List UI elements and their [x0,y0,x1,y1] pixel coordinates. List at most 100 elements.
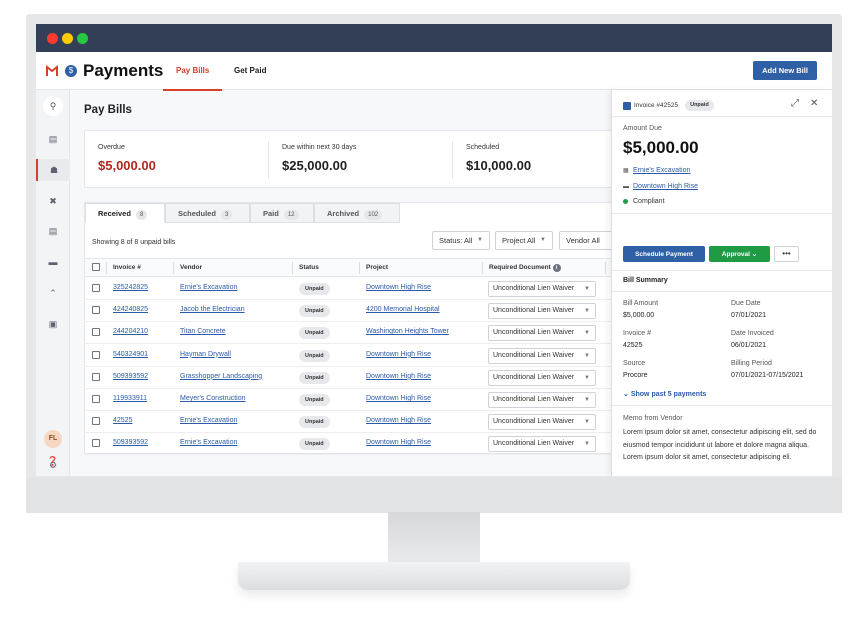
required-document-select[interactable]: Unconditional Lien Waiver ▼ [488,414,596,431]
table-row[interactable]: 540324901 Hayman Drywall Unpaid Downtown Hi… [85,345,625,367]
divider [612,405,832,406]
column-header-vendor[interactable]: Vendor [180,264,203,271]
tab-scheduled[interactable]: Scheduled 3 [165,203,250,223]
divider [612,270,832,271]
maximize-window-button[interactable] [77,33,88,44]
table-row[interactable]: 119933911 Meyer's Construction Unpaid Downt… [85,389,625,411]
project-link[interactable]: Downtown High Rise [366,372,431,380]
vendor-link[interactable]: Hayman Drywall [180,350,231,358]
help-circle-icon[interactable]: ❓ [47,456,59,466]
row-checkbox[interactable] [92,350,100,359]
table-row[interactable]: 424240825 Jacob the Electrician Unpaid 4200… [85,300,625,323]
row-checkbox[interactable] [92,306,100,315]
required-document-select[interactable]: Unconditional Lien Waiver ▼ [488,392,596,408]
required-document-select[interactable]: Unconditional Lien Waiver ▼ [488,325,596,342]
invoice-link[interactable]: 540324901 [113,350,149,358]
inbox-icon[interactable]: ▣ [48,319,58,329]
expand-icon[interactable]: ⤢ [791,98,799,109]
column-header-invoice[interactable]: Invoice # [113,264,141,271]
more-options-button[interactable]: ••• [774,246,799,262]
column-header-required-document[interactable]: Required Document i [489,264,561,272]
tab-paid[interactable]: Paid 12 [250,203,314,223]
approval-button[interactable]: Approval ⌄ [709,246,770,262]
table-row[interactable]: 509393592 Grasshopper Landscaping Unpaid Do… [85,367,625,389]
table-row[interactable]: 42525 Ernie's Excavation Unpaid Downtown Hi… [85,411,625,434]
project-link[interactable]: Washington Heights Tower [366,328,449,336]
vendor-link[interactable]: Meyer's Construction [180,395,246,402]
status-badge: Unpaid [685,100,714,111]
vendor-link[interactable]: Ernie's Excavation [180,284,238,291]
chevron-down-icon: ▼ [584,419,590,426]
tools-icon[interactable]: ✖ [49,196,57,206]
project-link[interactable]: Downtown High Rise [366,350,431,358]
invoice-link[interactable]: 119933911 [113,395,147,402]
vendor-link[interactable]: Grasshopper Landscaping [180,372,263,380]
minimize-window-button[interactable] [62,33,73,44]
vendor-link[interactable]: Ernie's Excavation [633,167,691,174]
row-checkbox[interactable] [92,395,100,403]
table-row[interactable]: 325242825 Ernie's Excavation Unpaid Downtow… [85,278,625,300]
row-checkbox[interactable] [92,417,100,426]
show-past-payments-link[interactable]: ⌄ Show past 5 payments [623,390,706,398]
amount-due-label: Amount Due [623,125,662,132]
row-checkbox[interactable] [92,372,100,381]
column-header-project[interactable]: Project [366,264,389,271]
row-checkbox[interactable] [92,439,100,448]
row-checkbox[interactable] [92,284,100,292]
dashboard-icon[interactable]: ▤ [48,134,58,144]
search-icon[interactable]: ⚲ [43,96,63,116]
tab-archived[interactable]: Archived 102 [314,203,400,223]
tab-get-paid[interactable]: Get Paid [234,66,267,75]
invoice-link[interactable]: 42525 [113,417,133,425]
required-document-select[interactable]: Unconditional Lien Waiver ▼ [488,369,596,386]
status-filter[interactable]: Status: All ▼ [432,231,490,250]
tab-pay-bills[interactable]: Pay Bills [162,66,223,91]
required-document-select[interactable]: Unconditional Lien Waiver ▼ [488,303,596,320]
building-icon: ▦ [623,168,629,174]
select-all-checkbox[interactable] [92,263,100,271]
invoice-link[interactable]: 509393592 [113,372,149,380]
invoice-link[interactable]: 325242825 [113,284,149,291]
project-link[interactable]: Downtown High Rise [366,284,431,291]
project-link[interactable]: Downtown High Rise [366,439,431,447]
folder-icon[interactable]: ▬ [48,257,58,267]
info-icon[interactable]: i [552,264,561,272]
table-row[interactable]: 244204210 Titan Concrete Unpaid Washington … [85,322,625,345]
bank-icon[interactable]: ☗ [36,159,70,181]
required-document-select[interactable]: Unconditional Lien Waiver ▼ [488,347,596,364]
project-link[interactable]: 4200 Memorial Hospital [366,306,440,314]
invoice-link[interactable]: 424240825 [113,306,149,314]
project-filter[interactable]: Project All ▼ [495,231,553,250]
close-window-button[interactable] [47,33,58,44]
vendor-link[interactable]: Titan Concrete [180,328,226,336]
column-header-status[interactable]: Status [299,264,319,271]
sidebar: ⚲ ▤ ☗ ✖ ▤ ▬ ⌃ ▣ FL ⚙ [36,90,70,476]
close-icon[interactable]: ✕ [810,98,819,109]
vendor-line: ▦ Ernie's Excavation [623,167,690,174]
vendor-link[interactable]: Ernie's Excavation [180,439,238,447]
summary-card: Overdue $5,000.00 Due within next 30 day… [84,130,624,188]
gear-icon[interactable]: ⚙ [48,460,58,470]
schedule-payment-button[interactable]: Schedule Payment [623,246,705,262]
vendor-link[interactable]: Ernie's Excavation [180,417,238,425]
project-link[interactable]: Downtown High Rise [366,417,431,425]
project-link[interactable]: Downtown High Rise [366,395,431,402]
row-checkbox[interactable] [92,328,100,337]
vendor-link[interactable]: Jacob the Electrician [180,306,245,314]
required-document-select[interactable]: Unconditional Lien Waiver ▼ [488,281,596,297]
project-link[interactable]: Downtown High Rise [633,183,698,190]
invoice-link[interactable]: 244204210 [113,328,149,336]
status-badge: Unpaid [299,394,330,406]
field-label: Billing Period [731,360,772,367]
tab-received[interactable]: Received 8 [85,203,165,223]
invoice-link[interactable]: 509393592 [113,439,149,447]
table-row[interactable]: 509393592 Ernie's Excavation Unpaid Downtow… [85,433,625,456]
column-divider [359,262,360,274]
add-new-bill-button[interactable]: Add New Bill [753,61,817,80]
avatar[interactable]: FL [44,430,62,448]
summary-label: Overdue [98,144,125,151]
document-icon[interactable]: ▤ [48,226,58,236]
chevron-up-icon[interactable]: ⌃ [49,288,57,298]
required-document-select[interactable]: Unconditional Lien Waiver ▼ [488,436,596,453]
tab-count-badge: 102 [364,210,383,220]
